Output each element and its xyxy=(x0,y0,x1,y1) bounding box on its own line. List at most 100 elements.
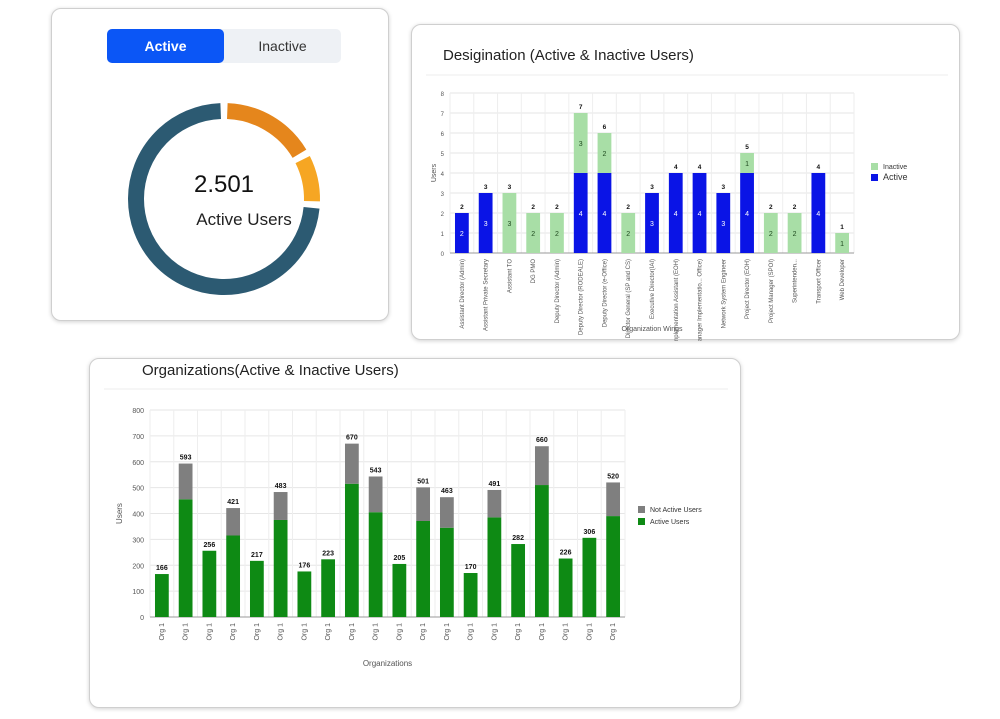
organizations-y-tick-label: 100 xyxy=(132,589,144,596)
organizations-category-label: Org 1 xyxy=(610,623,617,641)
organizations-bar-not-active-users xyxy=(344,443,359,484)
designation-y-tick-label: 3 xyxy=(441,192,445,198)
designation-segment-label: 2 xyxy=(793,231,797,238)
organizations-legend-swatch xyxy=(638,506,645,513)
organizations-bar-not-active-users xyxy=(368,476,383,513)
organizations-bar-active-users xyxy=(392,563,407,617)
organizations-y-tick-label: 0 xyxy=(140,615,144,622)
organizations-category-label: Org 1 xyxy=(254,623,261,641)
designation-category-label: Project Director (EOH) xyxy=(745,259,751,319)
designation-legend-label: Active xyxy=(883,172,908,182)
designation-segment-label: 3 xyxy=(579,141,583,148)
organizations-category-label: Org 1 xyxy=(230,623,237,641)
designation-category-label: Implementation Assistant (EOH) xyxy=(674,259,680,341)
organizations-total-label: 282 xyxy=(512,535,524,542)
designation-y-tick-label: 4 xyxy=(441,172,445,178)
active-tab[interactable]: Active xyxy=(107,29,224,63)
organizations-total-label: 421 xyxy=(227,499,239,506)
designation-segment-label: 2 xyxy=(769,231,773,238)
organizations-category-label: Org 1 xyxy=(444,623,451,641)
organizations-bar-not-active-users xyxy=(439,497,454,528)
organizations-category-label: Org 1 xyxy=(278,623,285,641)
donut-segment-accent-1 xyxy=(226,103,307,159)
organizations-total-label: 501 xyxy=(417,478,429,485)
organizations-y-tick-label: 200 xyxy=(132,563,144,570)
organizations-category-label: Org 1 xyxy=(396,623,403,641)
organizations-y-tick-label: 800 xyxy=(132,408,144,415)
designation-y-tick-label: 1 xyxy=(441,232,445,238)
designation-bar-inactive xyxy=(621,213,636,253)
designation-total-label: 6 xyxy=(603,124,607,131)
donut-chart: 2.501 Active Users xyxy=(128,103,320,295)
designation-segment-label: 2 xyxy=(603,151,607,158)
designation-category-label: Project Manager (SPOI) xyxy=(769,259,775,323)
designation-segment-label: 4 xyxy=(745,211,749,218)
organizations-y-tick-label: 300 xyxy=(132,537,144,544)
organizations-total-label: 463 xyxy=(441,488,453,495)
organizations-bar-active-users xyxy=(416,521,431,617)
designation-segment-label: 1 xyxy=(840,241,844,248)
organizations-bar-active-users xyxy=(344,483,359,617)
organizations-y-tick-label: 400 xyxy=(132,512,144,519)
designation-total-label: 4 xyxy=(698,164,702,171)
designation-category-label: Assistant Director (Admin) xyxy=(460,259,466,329)
designation-category-label: Deputy Director (RODEALE) xyxy=(579,259,585,335)
organizations-y-tick-label: 700 xyxy=(132,434,144,441)
organizations-total-label: 520 xyxy=(607,473,619,480)
organizations-bar-active-users xyxy=(273,519,288,617)
organizations-bar-active-users xyxy=(534,485,549,617)
designation-total-label: 2 xyxy=(460,204,464,211)
designation-chart-title: Desigination (Active & Inactive Users) xyxy=(443,47,694,64)
designation-bar-inactive xyxy=(526,213,541,253)
designation-category-label: Executive Director(IAI) xyxy=(650,259,656,319)
designation-category-label: Web Developer xyxy=(840,259,846,300)
designation-segment-label: 3 xyxy=(484,221,488,228)
organizations-category-label: Org 1 xyxy=(515,623,522,641)
donut-segment-ring xyxy=(128,103,320,295)
designation-total-label: 5 xyxy=(745,144,749,151)
designation-bar-inactive xyxy=(835,233,850,253)
organizations-y-tick-label: 500 xyxy=(132,486,144,493)
designation-y-tick-label: 5 xyxy=(441,152,445,158)
designation-segment-label: 4 xyxy=(579,211,583,218)
designation-category-label: Director General (SP and CS) xyxy=(626,259,632,338)
organizations-category-label: Org 1 xyxy=(539,623,546,641)
designation-segment-label: 3 xyxy=(507,221,511,228)
organizations-category-label: Org 1 xyxy=(206,623,213,641)
organizations-total-label: 306 xyxy=(584,529,596,536)
organizations-chart-title: Organizations(Active & Inactive Users) xyxy=(142,362,399,379)
organizations-bar-active-users xyxy=(582,537,597,617)
designation-bar-active xyxy=(573,173,588,253)
organizations-total-label: 217 xyxy=(251,552,263,559)
organizations-legend-label: Not Active Users xyxy=(650,507,702,514)
designation-bar-inactive xyxy=(550,213,564,253)
inactive-tab[interactable]: Inactive xyxy=(258,38,307,54)
designation-category-label: Assistant Private Secretary xyxy=(484,259,490,331)
organizations-bar-not-active-users xyxy=(534,446,549,486)
designation-category-label: Network System Engineer xyxy=(721,259,727,328)
organizations-x-axis-title: Organizations xyxy=(363,659,412,668)
organizations-total-label: 170 xyxy=(465,564,477,571)
organizations-bar-active-users xyxy=(202,550,217,617)
organizations-total-label: 660 xyxy=(536,437,548,444)
organizations-bar-active-users xyxy=(249,560,264,617)
organizations-category-label: Org 1 xyxy=(491,623,498,641)
designation-category-label: DG PMO xyxy=(531,259,537,284)
designation-bar-active xyxy=(811,173,826,253)
organizations-total-label: 483 xyxy=(275,483,287,490)
organizations-total-label: 543 xyxy=(370,467,382,474)
designation-category-label: Assistant TO xyxy=(507,259,513,293)
organizations-bar-active-users xyxy=(226,535,241,617)
organizations-chart: 0 100 200 300 400 500 600 700 800 166 Org 1 593 Org … xyxy=(104,388,728,668)
designation-segment-label: 2 xyxy=(626,231,630,238)
organizations-y-axis-title: Users xyxy=(115,503,124,524)
designation-bar-inactive xyxy=(740,153,754,173)
organizations-category-label: Org 1 xyxy=(586,623,593,641)
designation-bar-active xyxy=(597,173,612,253)
designation-chart: 0 1 2 3 4 5 6 7 8 2 2 Assistant Director (Admin) 3 3 A… xyxy=(426,74,948,341)
designation-segment-label: 4 xyxy=(698,211,702,218)
designation-total-label: 4 xyxy=(817,164,821,171)
organizations-total-label: 226 xyxy=(560,550,572,557)
designation-legend-swatch xyxy=(871,163,878,170)
designation-total-label: 2 xyxy=(793,204,797,211)
